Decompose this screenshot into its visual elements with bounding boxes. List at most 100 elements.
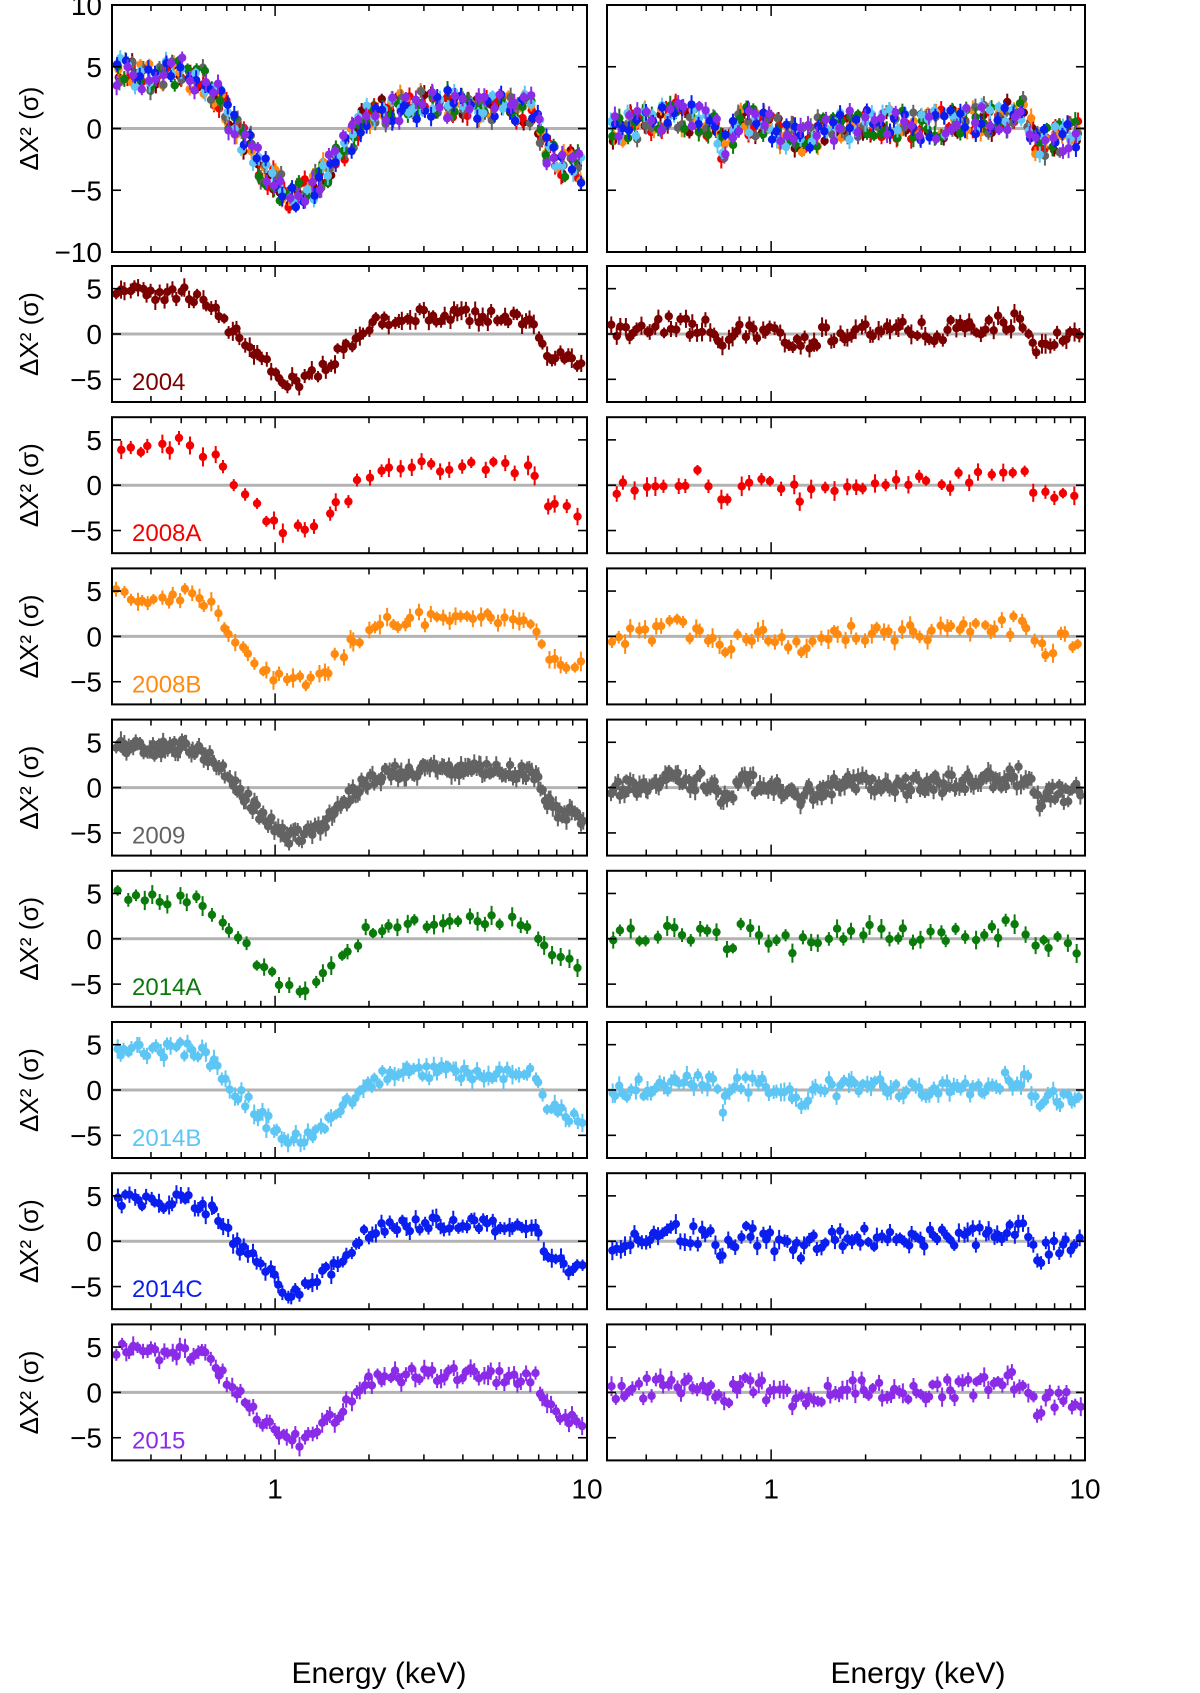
- data-point: [908, 937, 918, 947]
- data-point: [693, 1070, 703, 1080]
- data-point: [165, 446, 174, 455]
- data-point: [729, 793, 738, 803]
- data-point: [341, 339, 351, 348]
- data-point: [198, 901, 207, 911]
- data-point: [788, 948, 797, 958]
- data-point: [956, 318, 965, 328]
- data-point: [295, 672, 305, 681]
- data-point: [192, 289, 202, 299]
- data-point: [267, 813, 276, 822]
- data-point: [728, 140, 738, 150]
- data-point: [737, 482, 746, 491]
- year-label-2009: 2009: [132, 823, 185, 850]
- data-point: [244, 789, 253, 798]
- data-point: [381, 116, 391, 125]
- data-point: [618, 124, 627, 133]
- data-point: [544, 502, 553, 511]
- data-point: [293, 521, 303, 530]
- data-point: [749, 324, 758, 333]
- data-point: [380, 313, 389, 322]
- data-point: [1010, 309, 1019, 318]
- data-point: [330, 360, 340, 369]
- data-point: [241, 1102, 250, 1111]
- data-point: [253, 1113, 263, 1122]
- data-point: [438, 919, 448, 928]
- data-point: [432, 1068, 442, 1077]
- data-point: [274, 669, 284, 678]
- data-point: [1021, 930, 1030, 939]
- data-point: [151, 75, 160, 84]
- data-point: [681, 314, 691, 324]
- y-axis-label: ΔX² (σ): [14, 746, 44, 830]
- data-point: [861, 113, 870, 122]
- data-point: [565, 954, 574, 963]
- data-point: [860, 636, 870, 645]
- data-point: [435, 103, 444, 112]
- data-point: [665, 616, 674, 625]
- data-point: [877, 327, 886, 336]
- y-axis-label: ΔX² (σ): [14, 1048, 44, 1132]
- data-point: [854, 1087, 863, 1096]
- data-point: [220, 314, 229, 323]
- data-point: [868, 774, 877, 784]
- data-point: [209, 1055, 219, 1064]
- data-point: [614, 632, 623, 642]
- data-point: [182, 898, 191, 907]
- data-point: [713, 139, 722, 149]
- data-point: [751, 131, 760, 140]
- data-point: [980, 930, 989, 940]
- data-point: [1015, 314, 1025, 323]
- data-point: [269, 181, 279, 190]
- data-point: [377, 466, 386, 475]
- data-point: [713, 787, 723, 796]
- data-point: [625, 111, 634, 120]
- data-point: [207, 910, 217, 920]
- data-point: [845, 135, 854, 144]
- data-point: [233, 1095, 243, 1104]
- data-point: [728, 944, 738, 953]
- data-point: [164, 597, 174, 607]
- data-point: [607, 320, 616, 329]
- data-point: [695, 101, 704, 111]
- data-point: [744, 128, 754, 138]
- data-point: [530, 471, 539, 481]
- data-point: [362, 111, 371, 121]
- data-point: [610, 1091, 620, 1101]
- data-layer: [113, 1034, 587, 1153]
- data-point: [327, 961, 336, 970]
- data-point: [457, 462, 467, 471]
- data-point: [1031, 133, 1040, 142]
- y-tick-label: −5: [70, 175, 102, 206]
- data-point: [232, 324, 241, 333]
- data-point: [284, 839, 294, 848]
- data-point: [772, 936, 781, 945]
- data-point: [663, 921, 672, 931]
- data-point: [1050, 122, 1060, 131]
- data-point: [224, 126, 233, 135]
- data-point: [483, 317, 493, 327]
- y-tick-label: 5: [86, 1030, 102, 1061]
- data-point: [1073, 639, 1082, 649]
- data-point: [999, 468, 1008, 477]
- data-point: [512, 310, 522, 319]
- data-point: [721, 130, 730, 140]
- data-point: [159, 1052, 169, 1062]
- series-2015-left: [112, 51, 584, 209]
- series-2014B-left: [113, 1034, 587, 1153]
- data-point: [131, 891, 141, 900]
- data-point: [180, 283, 189, 292]
- data-point: [129, 70, 138, 80]
- data-point: [1063, 120, 1072, 129]
- series-2008B-left: [112, 581, 586, 692]
- data-point: [442, 113, 452, 123]
- data-point: [395, 116, 404, 126]
- data-point: [211, 450, 220, 459]
- y-tick-label: −5: [70, 667, 102, 698]
- data-point: [362, 101, 371, 110]
- data-point: [797, 147, 807, 157]
- data-point: [126, 443, 135, 452]
- data-point: [361, 922, 370, 932]
- data-point: [936, 621, 945, 630]
- data-point: [1027, 774, 1036, 784]
- data-point: [689, 1082, 699, 1091]
